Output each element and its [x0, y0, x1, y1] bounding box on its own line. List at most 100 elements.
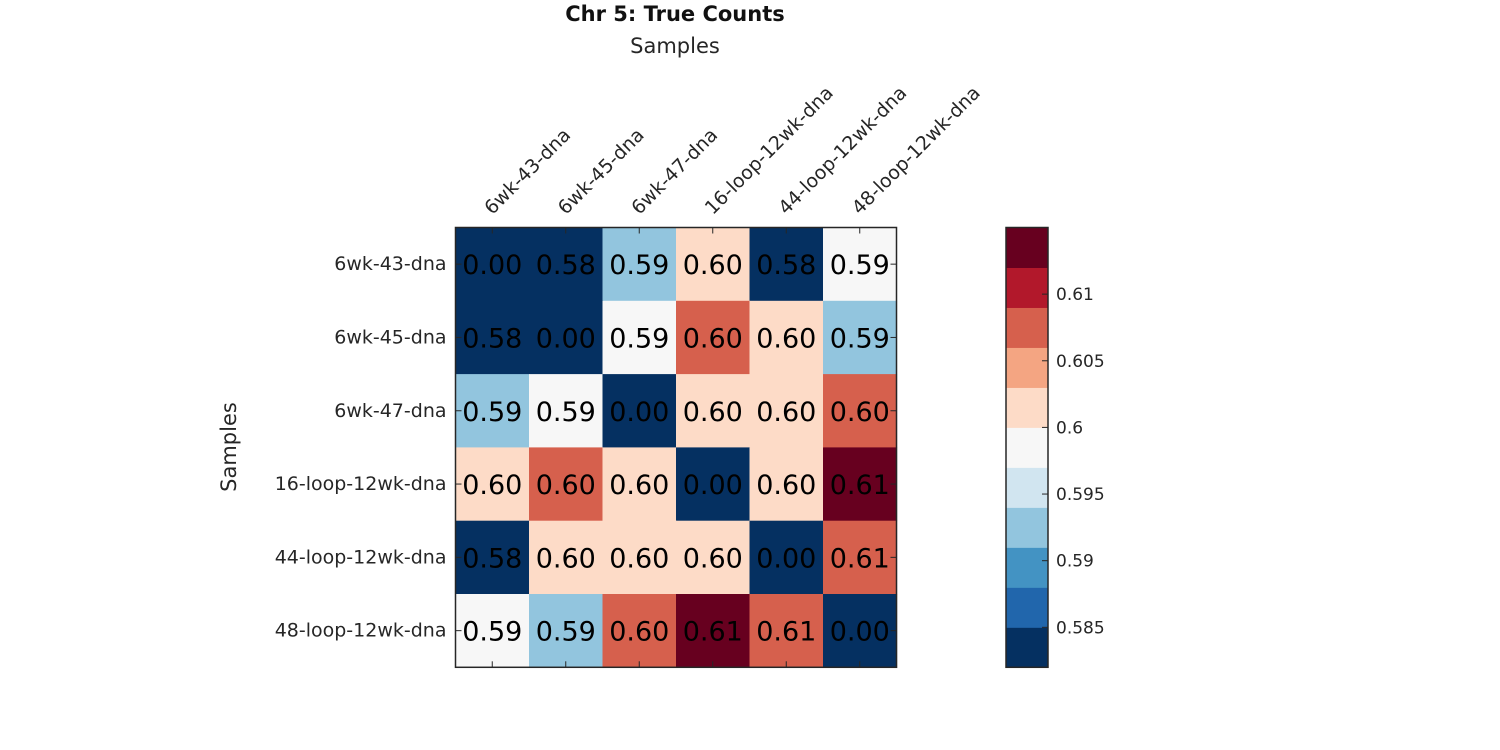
cell-value-label: 0.58	[462, 323, 522, 354]
colorbar-segment	[1006, 307, 1048, 348]
heatmap-cell	[749, 374, 824, 448]
heatmap-cell	[602, 300, 677, 375]
x-axis-title: Samples	[630, 34, 720, 58]
heatmap-cell	[676, 227, 751, 302]
heatmap-cell	[823, 374, 898, 448]
colorbar-tick-label: 0.59	[1056, 552, 1094, 572]
heatmap-cell	[529, 300, 604, 375]
plot-frame	[454, 226, 898, 669]
cell-value-label: 0.58	[756, 250, 816, 281]
cell-value-label: 0.60	[683, 323, 743, 354]
heatmap-cell	[676, 374, 751, 448]
cell-value-label: 0.59	[462, 617, 522, 648]
cell-value-label: 0.00	[756, 543, 816, 574]
cell-value-label: 0.00	[536, 323, 596, 354]
colorbar-segment	[1006, 387, 1048, 428]
cell-value-label: 0.60	[683, 543, 743, 574]
y-axis-ticks: 6wk-43-dna 6wk-45-dna 6wk-47-dna 16-loop-12…	[275, 253, 897, 642]
cell-value-label: 0.60	[683, 250, 743, 281]
cell-value-label: 0.00	[609, 397, 669, 428]
y-tick-label: 16-loop-12wk-dna	[275, 473, 447, 495]
colorbar-segment	[1006, 627, 1048, 668]
cell-value-label: 0.00	[462, 250, 522, 281]
heatmap-cell	[602, 374, 677, 448]
cell-value-label: 0.60	[536, 543, 596, 574]
colorbar-tick-label: 0.585	[1056, 618, 1105, 638]
heatmap-cell	[823, 594, 898, 668]
heatmap-cell	[602, 594, 677, 668]
x-tick-label: 16-loop-12wk-dna	[701, 82, 838, 219]
chart-title: Chr 5: True Counts	[565, 2, 785, 26]
colorbar-segment	[1006, 547, 1048, 588]
heatmap-cell	[529, 594, 604, 668]
heatmap-cell	[676, 447, 751, 522]
heatmap-cells	[455, 227, 898, 668]
colorbar-segment	[1006, 227, 1048, 268]
y-tick-label: 48-loop-12wk-dna	[275, 620, 447, 642]
y-tick-label: 6wk-47-dna	[334, 400, 446, 422]
cell-value-label: 0.59	[830, 323, 890, 354]
cell-value-label: 0.60	[756, 470, 816, 501]
cell-value-label: 0.58	[536, 250, 596, 281]
cell-value-label: 0.59	[462, 397, 522, 428]
heatmap-cell	[529, 374, 604, 448]
x-tick-label: 44-loop-12wk-dna	[774, 82, 911, 219]
cell-value-label: 0.00	[683, 470, 743, 501]
y-tick-label: 44-loop-12wk-dna	[275, 546, 447, 568]
heatmap-cell	[455, 594, 530, 668]
heatmap-cell	[455, 520, 530, 595]
colorbar: 0.585 0.59 0.595 0.6 0.605 0.61	[1005, 226, 1105, 669]
heatmap-cell	[749, 520, 824, 595]
cell-value-label: 0.61	[830, 470, 890, 501]
heatmap-cell	[529, 520, 604, 595]
colorbar-segment	[1006, 427, 1048, 468]
x-tick-label: 48-loop-12wk-dna	[848, 82, 985, 219]
cell-value-label: 0.60	[462, 470, 522, 501]
heatmap-cell	[749, 594, 824, 668]
heatmap-cell	[676, 300, 751, 375]
cell-value-label: 0.59	[536, 397, 596, 428]
heatmap-cell	[529, 227, 604, 302]
y-tick-label: 6wk-43-dna	[334, 253, 446, 275]
cell-value-label: 0.61	[830, 543, 890, 574]
cell-value-label: 0.59	[830, 250, 890, 281]
heatmap-cell	[823, 520, 898, 595]
heatmap-cell	[749, 227, 824, 302]
colorbar-tick-label: 0.61	[1056, 285, 1094, 305]
heatmap-cell-labels: 0.00 0.58 0.59 0.60 0.58 0.59 0.58 0.00 0.59 0.60…	[462, 250, 890, 648]
cell-value-label: 0.60	[609, 617, 669, 648]
colorbar-segment	[1006, 507, 1048, 548]
colorbar-tick-label: 0.605	[1056, 352, 1105, 372]
cell-value-label: 0.60	[756, 323, 816, 354]
colorbar-segment	[1006, 467, 1048, 508]
heatmap-cell	[823, 447, 898, 522]
colorbar-tick-label: 0.595	[1056, 485, 1105, 505]
heatmap-cell	[749, 300, 824, 375]
colorbar-frame	[1005, 226, 1049, 669]
cell-value-label: 0.59	[609, 250, 669, 281]
heatmap-cell	[676, 520, 751, 595]
colorbar-segment	[1006, 267, 1048, 308]
heatmap-cell	[529, 447, 604, 522]
cell-value-label: 0.61	[756, 617, 816, 648]
colorbar-segment	[1006, 347, 1048, 388]
cell-value-label: 0.58	[462, 543, 522, 574]
heatmap-cell	[455, 374, 530, 448]
heatmap-cell	[455, 227, 530, 302]
cell-value-label: 0.60	[756, 397, 816, 428]
cell-value-label: 0.00	[830, 617, 890, 648]
y-tick-label: 6wk-45-dna	[334, 326, 446, 348]
colorbar-tick-label: 0.6	[1056, 418, 1083, 438]
cell-value-label: 0.60	[609, 470, 669, 501]
heatmap-cell	[823, 300, 898, 375]
cell-value-label: 0.59	[609, 323, 669, 354]
cell-value-label: 0.60	[536, 470, 596, 501]
heatmap-cell	[602, 447, 677, 522]
heatmap-cell	[823, 227, 898, 302]
cell-value-label: 0.60	[830, 397, 890, 428]
heatmap-cell	[455, 300, 530, 375]
y-axis-title: Samples	[217, 402, 241, 492]
cell-value-label: 0.60	[609, 543, 669, 574]
